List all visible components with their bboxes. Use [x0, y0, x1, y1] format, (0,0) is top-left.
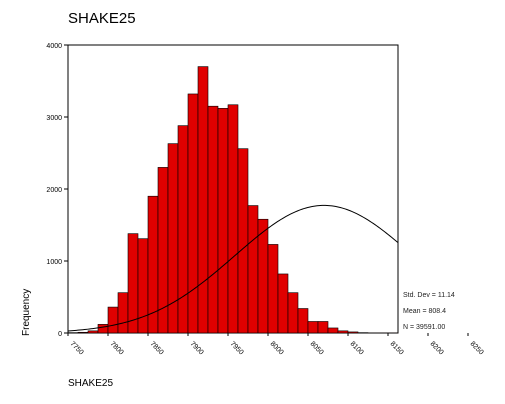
- histogram-bar: [337, 330, 349, 334]
- chart-title: SHAKE25: [68, 10, 136, 27]
- histogram-bar: [187, 93, 199, 334]
- x-tick-label: 7850: [149, 340, 165, 356]
- stat-mean: Mean = 808.4: [403, 308, 447, 315]
- y-tick-label: 2000: [46, 187, 62, 194]
- x-tick-label: 7900: [189, 340, 205, 356]
- y-tick-label: 3000: [46, 115, 62, 122]
- histogram-bar: [227, 104, 239, 334]
- histogram-bar: [267, 244, 279, 334]
- y-tick-label: 0: [58, 331, 62, 338]
- histogram-bar: [117, 292, 129, 334]
- histogram-bar: [137, 238, 149, 334]
- stat-n: N = 39591.00: [403, 324, 446, 331]
- x-tick-label: 8100: [349, 340, 365, 356]
- stat-std-dev: Std. Dev = 11.14: [403, 292, 455, 299]
- histogram-bar: [77, 331, 89, 334]
- histogram-bar: [347, 331, 359, 334]
- x-tick-label: 7950: [229, 340, 245, 356]
- histogram-bar: [87, 330, 99, 334]
- x-tick-label: 8150: [389, 340, 405, 356]
- histogram-bar: [287, 292, 299, 334]
- histogram-bar: [327, 327, 339, 334]
- x-tick-label: 7800: [109, 340, 125, 356]
- x-tick-label: 8050: [309, 340, 325, 356]
- histogram-bar: [247, 205, 259, 334]
- histogram-bar: [197, 66, 209, 334]
- histogram-bar: [257, 218, 269, 334]
- x-tick-label: 8000: [269, 340, 285, 356]
- histogram-bar: [97, 324, 109, 334]
- histogram-bar: [237, 148, 249, 334]
- histogram-bar: [217, 108, 229, 334]
- normal-curve: [67, 204, 399, 332]
- x-tick-label: 7750: [69, 340, 85, 356]
- histogram-bar: [277, 273, 289, 334]
- y-tick-label: 4000: [46, 43, 62, 50]
- histogram-bar: [177, 125, 189, 334]
- y-tick-label: 1000: [46, 259, 62, 266]
- histogram-bar: [307, 321, 319, 334]
- histogram-bar: [297, 308, 309, 334]
- histogram-bar: [127, 233, 139, 334]
- x-axis-label: SHAKE25: [68, 378, 114, 389]
- histogram-bar: [207, 105, 219, 334]
- x-tick-label: 8250: [469, 340, 485, 356]
- histogram-bar: [317, 321, 329, 334]
- histogram-bar: [107, 306, 119, 334]
- x-tick-label: 8200: [429, 340, 445, 356]
